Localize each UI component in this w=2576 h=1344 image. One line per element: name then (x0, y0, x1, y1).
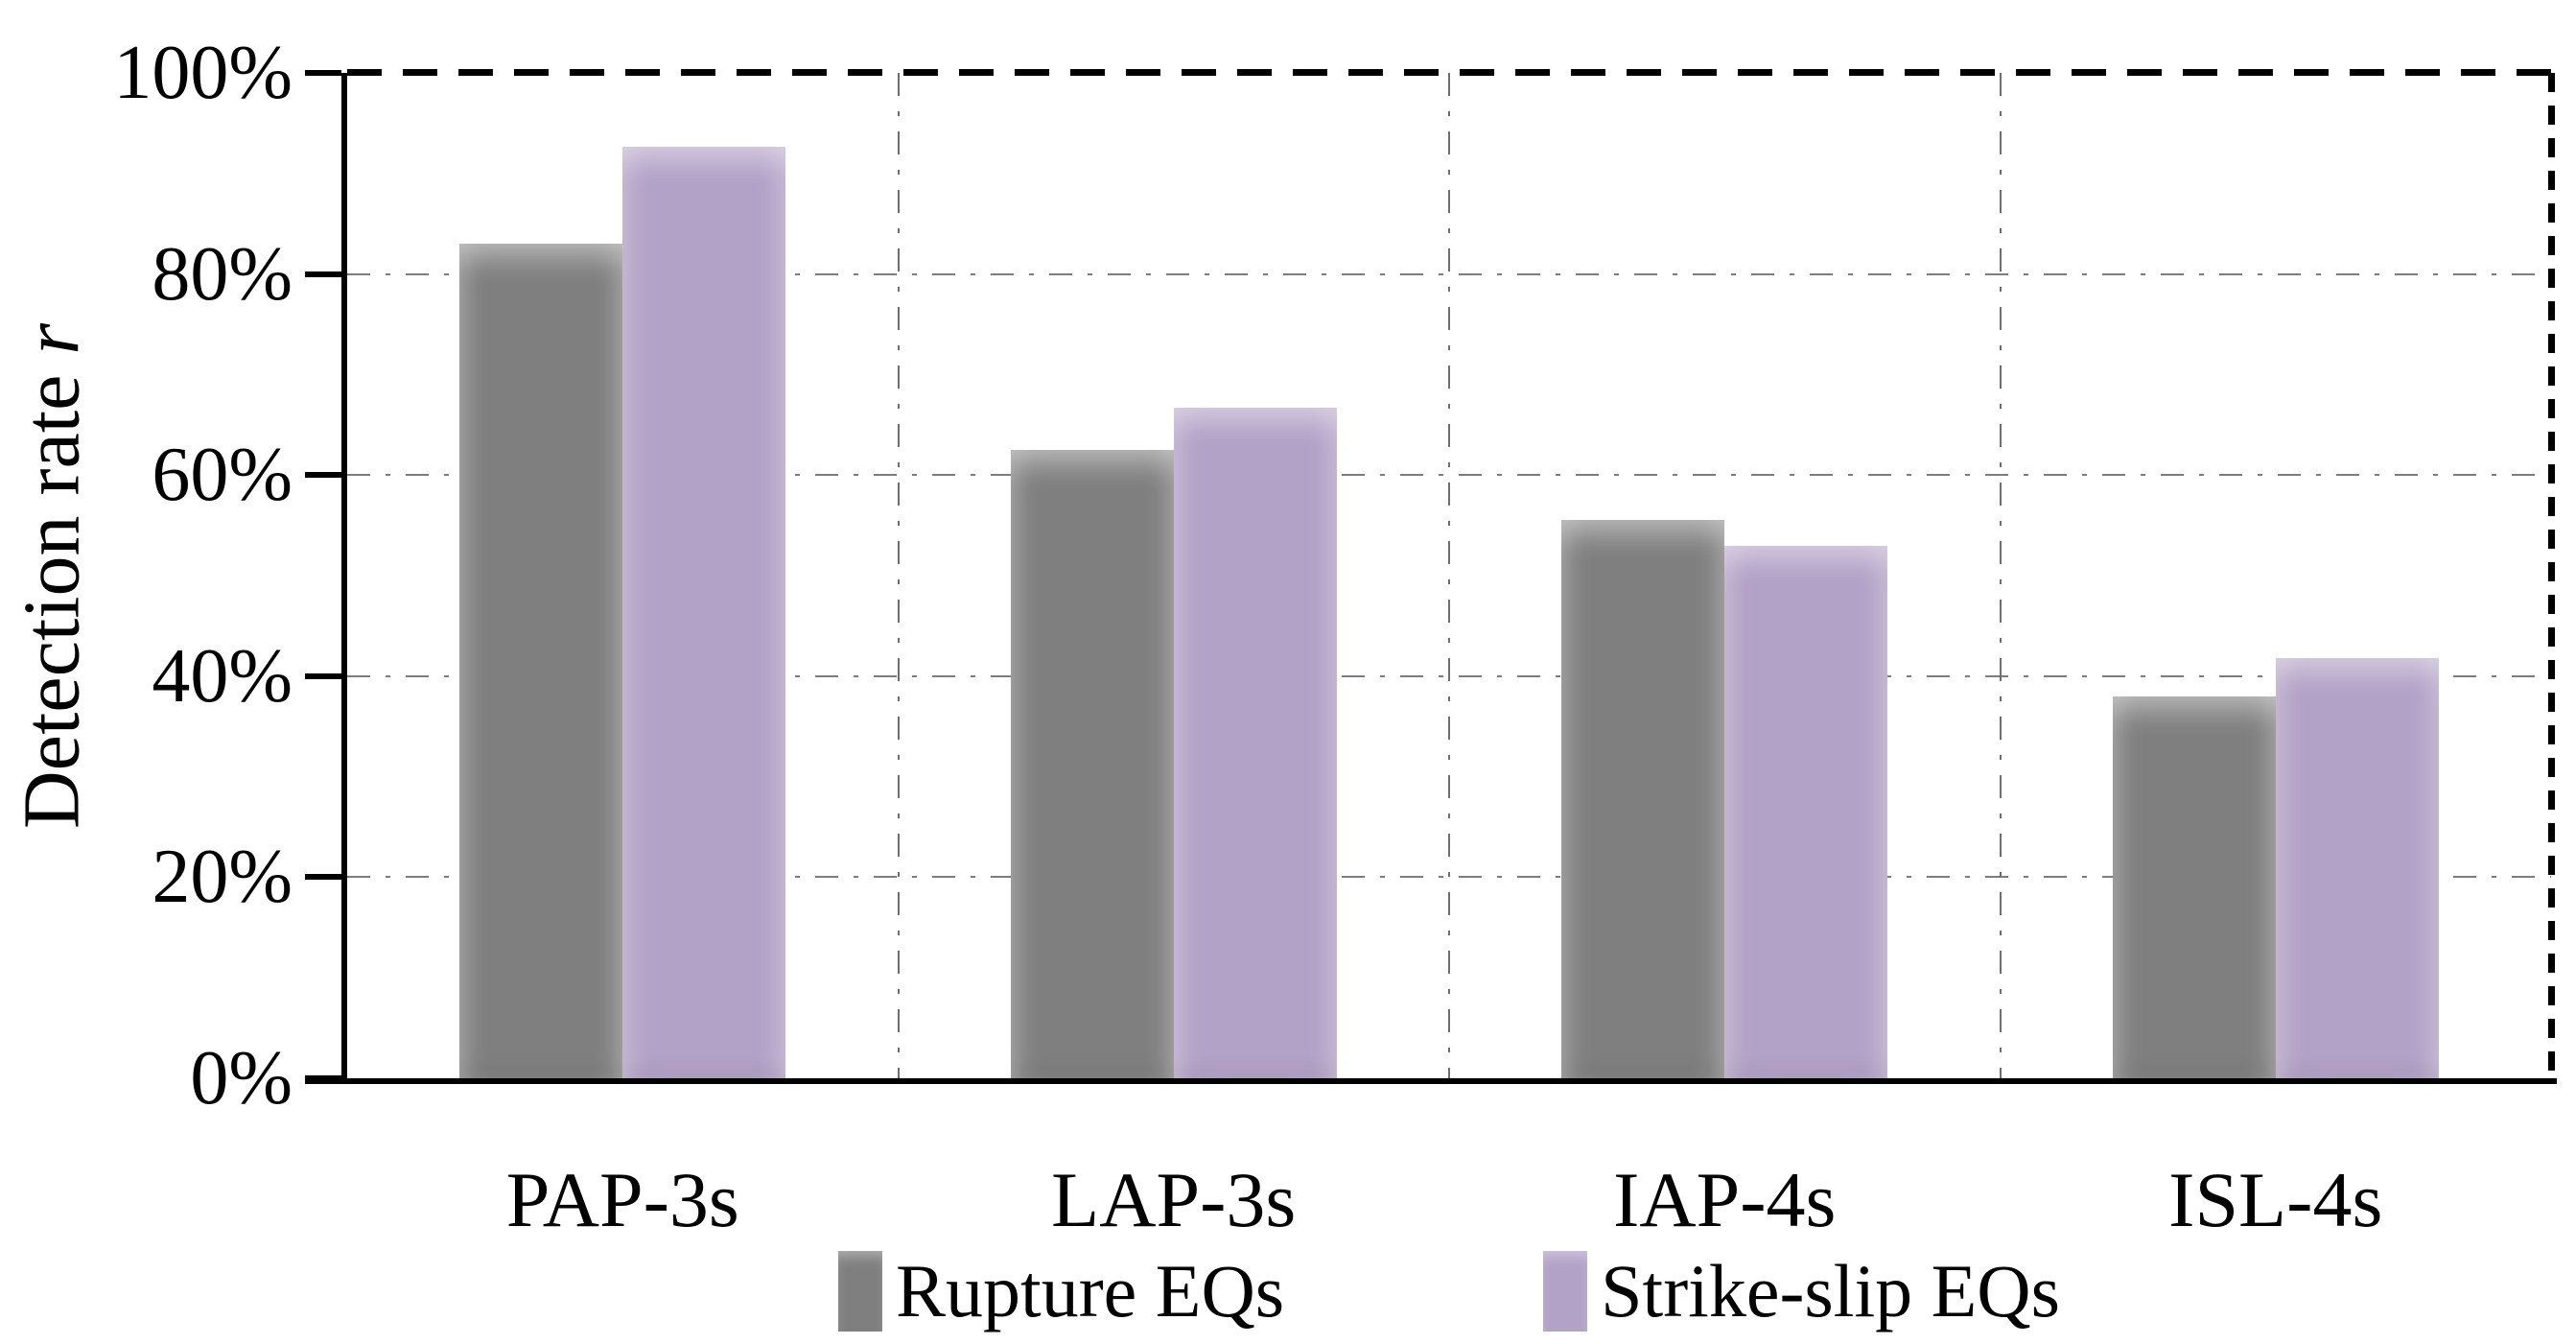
plot-border-top-dashed (347, 69, 2551, 76)
bar-PAP-3s-strike-slip-eqs (622, 146, 786, 1078)
legend-item-rupture-eqs: Rupture EQs (838, 1241, 1284, 1341)
category-label-PAP-3s: PAP-3s (505, 1156, 739, 1243)
y-tick-label-60: 60% (152, 433, 293, 518)
category-label-LAP-3s: LAP-3s (1051, 1156, 1297, 1243)
legend-item-strike-slip-eqs: Strike-slip EQs (1543, 1241, 2060, 1341)
bar-ISL-4s-rupture-eqs (2112, 696, 2276, 1078)
legend: Rupture EQs Strike-slip EQs (347, 1241, 2551, 1341)
bar-IAP-4s-rupture-eqs (1561, 520, 1725, 1078)
bar-LAP-3s-rupture-eqs (1010, 450, 1174, 1078)
legend-swatch-icon (838, 1251, 883, 1332)
y-tick-20 (305, 874, 341, 881)
v-gridline-1 (897, 73, 900, 1078)
bar-LAP-3s-strike-slip-eqs (1173, 407, 1337, 1078)
v-gridline-3 (1999, 73, 2002, 1078)
y-axis-title-symbol: r (7, 322, 97, 355)
plot-border-right-dashed (2548, 73, 2555, 1082)
legend-swatch-icon (1543, 1251, 1588, 1332)
plot-area (305, 69, 2557, 1084)
x-axis-category-labels: PAP-3s LAP-3s IAP-4s ISL-4s (347, 1147, 2551, 1253)
y-tick-40 (305, 672, 341, 679)
bar-IAP-4s-strike-slip-eqs (1724, 545, 1888, 1078)
y-tick-80 (305, 271, 341, 277)
y-tick-label-0: 0% (190, 1036, 293, 1120)
category-label-ISL-4s: ISL-4s (2168, 1156, 2383, 1243)
y-axis-title: Detection rate r (0, 73, 109, 1078)
bar-ISL-4s-strike-slip-eqs (2275, 657, 2439, 1078)
y-tick-label-20: 20% (152, 835, 293, 920)
y-tick-100 (305, 70, 341, 76)
legend-label: Rupture EQs (896, 1249, 1285, 1332)
bar-PAP-3s-rupture-eqs (459, 244, 623, 1078)
y-tick-label-40: 40% (152, 633, 293, 719)
y-tick-label-100: 100% (113, 31, 293, 115)
v-gridline-2 (1448, 73, 1450, 1078)
y-tick-label-80: 80% (152, 231, 293, 317)
y-axis-line (341, 73, 347, 1084)
legend-label: Strike-slip EQs (1601, 1249, 2060, 1332)
category-label-IAP-4s: IAP-4s (1613, 1156, 1837, 1243)
y-tick-60 (305, 472, 341, 479)
x-axis-line (305, 1078, 2557, 1084)
